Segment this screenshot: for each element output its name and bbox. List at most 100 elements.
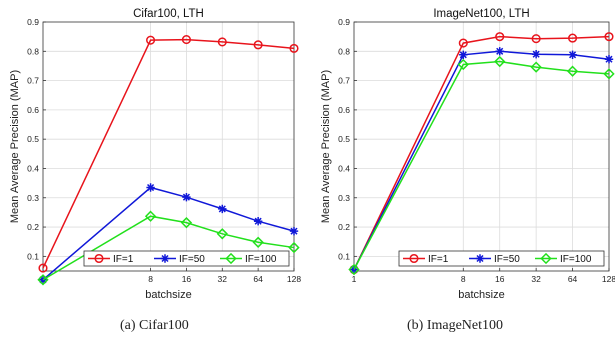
y-tick-label: 0.1 xyxy=(27,251,39,261)
legend-entry: IF=50 xyxy=(469,254,520,265)
x-tick-label: 16 xyxy=(495,274,505,284)
data-point xyxy=(252,236,264,248)
series-line xyxy=(353,60,610,270)
data-point xyxy=(495,32,505,42)
x-tick-label: 64 xyxy=(568,274,578,284)
y-tick-label: 0.1 xyxy=(338,251,350,261)
data-point xyxy=(459,50,468,60)
legend-label: IF=50 xyxy=(179,254,205,265)
x-tick-label: 8 xyxy=(148,274,153,284)
data-point xyxy=(568,50,577,60)
legend: IF=1 IF=50 IF=100 xyxy=(83,250,290,267)
caption-cifar100: (a) Cifar100 xyxy=(120,318,189,333)
y-tick-label: 0.6 xyxy=(338,105,350,115)
legend-label: IF=50 xyxy=(494,254,520,265)
x-tick-label: 16 xyxy=(182,274,192,284)
y-tick-label: 0.4 xyxy=(27,163,39,173)
y-tick-label: 0.3 xyxy=(27,193,39,203)
y-tick-label: 0.2 xyxy=(338,222,350,232)
plot-area xyxy=(354,22,609,271)
legend-entry: IF=100 xyxy=(220,252,277,265)
plot-area xyxy=(43,22,294,271)
legend-entry: IF=100 xyxy=(535,252,592,265)
data-point xyxy=(146,183,155,192)
y-tick-label: 0.5 xyxy=(338,134,350,144)
legend-label: IF=100 xyxy=(245,254,277,265)
data-point xyxy=(253,217,263,226)
legend-entry: IF=1 xyxy=(403,253,449,265)
data-point xyxy=(604,32,614,42)
legend-marker xyxy=(409,253,419,264)
x-tick-label: 128 xyxy=(602,274,615,284)
data-point xyxy=(146,35,156,45)
legend-box xyxy=(83,250,290,267)
data-point xyxy=(218,204,227,214)
y-tick-label: 0.7 xyxy=(338,76,350,86)
y-tick-label: 0.8 xyxy=(27,46,39,56)
legend-marker xyxy=(94,253,104,264)
legend-marker xyxy=(540,252,552,265)
y-axis-label: Mean Average Precision (MAP) xyxy=(320,70,332,223)
y-tick-label: 0.9 xyxy=(338,17,350,27)
legend: IF=1 IF=50 IF=100 xyxy=(398,250,605,267)
y-tick-label: 0.5 xyxy=(27,134,39,144)
y-tick-label: 0.3 xyxy=(338,193,350,203)
y-tick-label: 0.4 xyxy=(338,163,350,173)
chart-title: ImageNet100, LTH xyxy=(433,8,529,20)
data-point xyxy=(216,228,228,240)
axes-frame xyxy=(353,21,610,272)
x-tick-label: 32 xyxy=(218,274,228,284)
data-point xyxy=(37,274,49,286)
x-tick-label: 32 xyxy=(531,274,541,284)
data-point xyxy=(288,241,300,254)
data-point xyxy=(289,43,299,53)
legend-marker xyxy=(475,254,485,263)
data-point xyxy=(457,58,469,71)
y-tick-label: 0.9 xyxy=(27,17,39,27)
series-3 xyxy=(37,210,300,286)
series-line xyxy=(42,186,295,281)
data-point xyxy=(458,38,468,48)
data-point xyxy=(289,226,299,236)
data-point xyxy=(38,263,48,273)
data-point xyxy=(217,37,227,47)
legend-marker xyxy=(225,252,237,265)
data-point xyxy=(530,61,542,73)
data-point xyxy=(494,55,506,68)
data-point xyxy=(253,40,263,50)
chart-imagenet100: 1 8 16 32 64 128 0.1 0.2 0.3 0.4 0.5 0.6 0.7 0.8 0.9 Im… xyxy=(320,8,615,301)
series-1 xyxy=(38,35,299,273)
legend-box xyxy=(398,250,605,267)
legend-label: IF=1 xyxy=(113,254,134,265)
chart-cifar100: 1 8 16 32 64 1280.10.20.30.40.50.60.70.80.9Ci… xyxy=(9,8,301,301)
y-tick-label: 0.2 xyxy=(27,222,39,232)
data-point xyxy=(180,217,193,229)
y-tick-label: 0.7 xyxy=(27,76,39,86)
data-point xyxy=(568,33,578,43)
legend-marker xyxy=(160,254,170,263)
x-axis-label: batchsize xyxy=(145,289,191,301)
legend-entry: IF=1 xyxy=(88,253,134,265)
x-tick-label: 1 xyxy=(352,274,357,284)
data-point xyxy=(181,35,191,45)
data-point xyxy=(603,68,615,80)
series-3 xyxy=(348,55,615,276)
data-point xyxy=(604,55,614,64)
legend-entry: IF=50 xyxy=(154,254,205,265)
x-tick-label: 8 xyxy=(461,274,466,284)
data-point xyxy=(531,50,541,59)
caption-imagenet100: (b) ImageNet100 xyxy=(407,318,504,333)
data-point xyxy=(182,192,191,202)
data-point xyxy=(566,65,579,77)
data-point xyxy=(348,263,360,276)
x-tick-label: 128 xyxy=(287,274,301,284)
y-tick-label: 0.8 xyxy=(338,46,350,56)
data-point xyxy=(144,210,157,222)
data-point xyxy=(531,34,541,44)
data-point xyxy=(495,47,504,56)
y-tick-label: 0.6 xyxy=(27,105,39,115)
series-line xyxy=(353,50,610,270)
x-axis-label: batchsize xyxy=(458,289,504,301)
legend-label: IF=100 xyxy=(560,254,592,265)
